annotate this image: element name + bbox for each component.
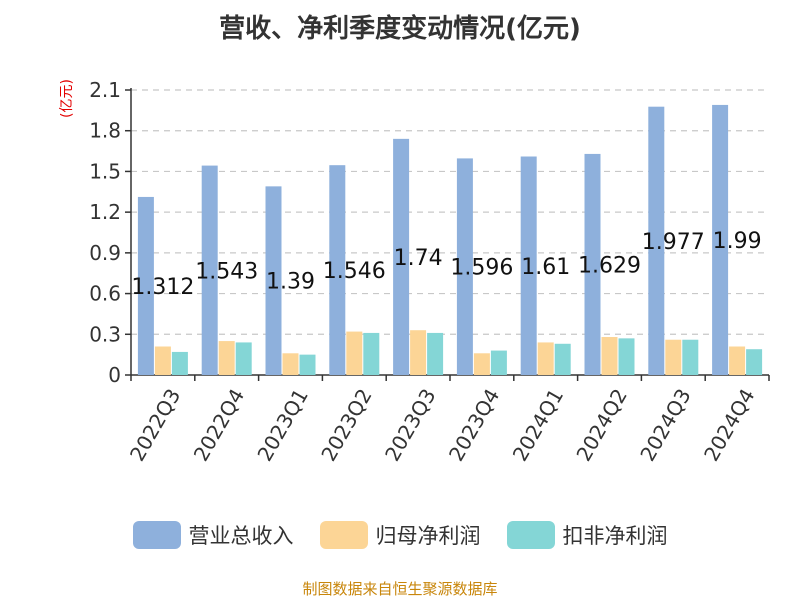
- chart-title: 营收、净利季度变动情况(亿元): [219, 14, 581, 44]
- bar-2022Q3-series-0: [137, 196, 154, 375]
- x-tick-label: 2023Q2: [316, 385, 376, 466]
- y-tick-label: 0.9: [89, 241, 121, 265]
- x-tick-label: 2023Q1: [252, 385, 312, 466]
- legend-swatch-parent-net-profit: [319, 521, 368, 549]
- bar-2023Q2-series-2: [363, 332, 380, 375]
- data-label-revenue: 1.312: [131, 275, 194, 300]
- legend-swatch-deducted-net-profit: [506, 521, 555, 549]
- legend-label-parent-net-profit: 归母净利润: [375, 524, 481, 548]
- data-label-revenue: 1.39: [266, 270, 315, 295]
- data-label-revenue: 1.546: [323, 259, 386, 284]
- bar-2023Q3-series-0: [393, 138, 410, 375]
- data-label-revenue: 1.99: [713, 229, 762, 254]
- data-label-revenue: 1.977: [642, 230, 705, 255]
- data-label-revenue: 1.596: [450, 256, 513, 281]
- bar-2023Q4-series-2: [490, 350, 507, 375]
- y-tick-label: 0: [108, 363, 121, 387]
- bar-2023Q2-series-1: [346, 331, 363, 375]
- bar-2024Q1-series-1: [537, 342, 554, 375]
- y-tick-label: 1.8: [89, 119, 121, 143]
- bar-2024Q4-series-2: [746, 349, 763, 375]
- x-tick-label: 2024Q3: [635, 385, 695, 466]
- bar-2024Q3-series-1: [665, 339, 682, 375]
- bar-2023Q4-series-0: [456, 158, 473, 375]
- legend-item-deducted-net-profit[interactable]: 扣非净利润: [506, 520, 668, 550]
- bar-2023Q3-series-2: [427, 332, 444, 375]
- bar-2022Q4-series-2: [235, 342, 252, 375]
- x-tick-label: 2024Q2: [571, 385, 631, 466]
- bar-2023Q4-series-1: [473, 353, 490, 375]
- bar-2023Q1-series-0: [265, 186, 282, 375]
- chart-legend: 营业总收入 归母净利润 扣非净利润: [0, 520, 800, 550]
- legend-label-deducted-net-profit: 扣非净利润: [562, 524, 668, 548]
- bar-2023Q3-series-1: [410, 330, 427, 375]
- legend-item-parent-net-profit[interactable]: 归母净利润: [319, 520, 481, 550]
- data-label-revenue: 1.74: [394, 246, 443, 271]
- bar-2024Q2-series-2: [618, 338, 635, 375]
- bar-2023Q1-series-2: [299, 354, 316, 375]
- bar-2024Q2-series-1: [601, 337, 618, 375]
- y-tick-label: 0.3: [89, 322, 121, 346]
- y-tick-label: 1.5: [89, 159, 121, 183]
- bar-2023Q2-series-0: [329, 165, 346, 375]
- data-label-revenue: 1.61: [521, 255, 570, 280]
- bar-2024Q3-series-2: [682, 339, 699, 375]
- x-tick-label: 2023Q4: [444, 385, 504, 466]
- x-tick-label: 2023Q3: [380, 385, 440, 466]
- bar-2024Q1-series-0: [520, 156, 537, 375]
- bar-2022Q3-series-1: [154, 346, 171, 375]
- bar-2024Q2-series-0: [584, 153, 601, 375]
- y-tick-label: 2.1: [89, 78, 121, 102]
- x-tick-label: 2022Q3: [125, 385, 185, 466]
- bar-2024Q1-series-2: [554, 343, 571, 375]
- data-label-revenue: 1.629: [578, 253, 641, 278]
- y-tick-label: 0.6: [89, 282, 121, 306]
- bar-2024Q4-series-1: [729, 346, 746, 375]
- data-source-note: 制图数据来自恒生聚源数据库: [302, 580, 498, 598]
- bar-2022Q4-series-1: [218, 341, 235, 375]
- x-tick-label: 2022Q4: [189, 385, 249, 466]
- bar-2022Q4-series-0: [201, 165, 218, 375]
- y-tick-label: 1.2: [89, 200, 121, 224]
- bar-2023Q1-series-1: [282, 353, 299, 375]
- x-tick-label: 2024Q1: [508, 385, 568, 466]
- data-label-revenue: 1.543: [195, 259, 258, 284]
- legend-swatch-revenue: [132, 521, 181, 549]
- x-tick-label: 2024Q4: [699, 385, 759, 466]
- bar-2024Q4-series-0: [712, 104, 729, 375]
- legend-item-revenue[interactable]: 营业总收入: [132, 520, 294, 550]
- bar-2022Q3-series-2: [171, 351, 188, 375]
- bar-2024Q3-series-0: [648, 106, 665, 375]
- legend-label-revenue: 营业总收入: [188, 524, 294, 548]
